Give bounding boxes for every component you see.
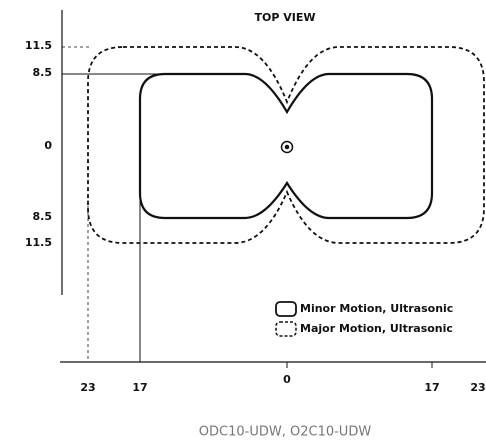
legend-swatch: [275, 321, 297, 337]
x-label: 0: [283, 373, 291, 386]
y-label: 11.5: [25, 39, 52, 52]
y-label: 0: [44, 139, 52, 152]
x-label: 17: [132, 381, 147, 394]
axes: [60, 10, 486, 368]
y-label: 11.5: [25, 236, 52, 249]
y-label: 8.5: [33, 66, 53, 79]
x-label: 17: [424, 381, 439, 394]
major-motion-zone: [87, 46, 485, 244]
x-label: 23: [470, 381, 485, 394]
legend-label: Minor Motion, Ultrasonic: [300, 302, 453, 315]
legend-swatch: [275, 301, 297, 317]
y-label: 8.5: [33, 210, 53, 223]
minor-motion-zone: [138, 72, 434, 220]
sensor-icon: [280, 140, 294, 154]
legend-label: Major Motion, Ultrasonic: [300, 322, 453, 335]
x-label: 23: [80, 381, 95, 394]
caption: ODC10-UDW, O2C10-UDW: [199, 425, 372, 440]
title: TOP VIEW: [255, 11, 316, 24]
sensor-icon: [284, 144, 290, 150]
